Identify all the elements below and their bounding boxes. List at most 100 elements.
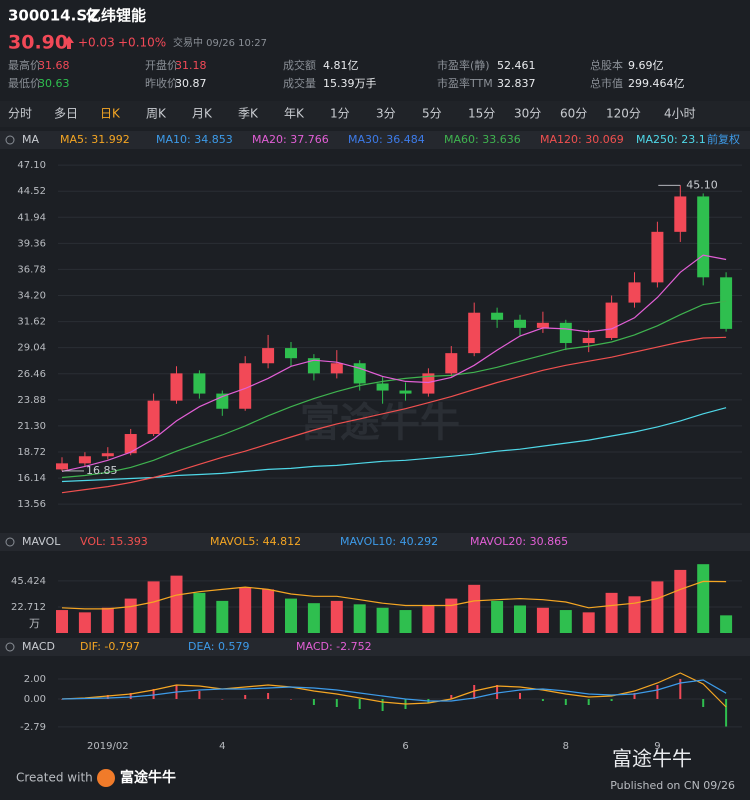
x-tick-label: 4 <box>219 741 225 752</box>
volume-bar <box>605 592 618 633</box>
extreme-label: 16.85 <box>86 464 118 477</box>
volume-bar <box>376 607 389 633</box>
indicator-line <box>61 254 727 472</box>
macd-bar <box>198 691 201 699</box>
y-tick-label: 31.62 <box>17 317 46 328</box>
candle-body <box>124 434 137 454</box>
indicator-line <box>61 300 727 479</box>
candle-body <box>330 363 343 374</box>
candle-body <box>674 196 687 232</box>
legend-entry: MAVOL20: 30.865 <box>470 535 568 548</box>
period-tab[interactable]: 多日 <box>54 107 78 121</box>
y-tick-label: 36.78 <box>17 264 46 275</box>
volume-bar <box>262 589 275 633</box>
period-tab[interactable]: 分时 <box>8 107 32 121</box>
period-tab[interactable]: 4小时 <box>664 107 696 121</box>
period-tab[interactable]: 3分 <box>376 107 396 121</box>
y-tick-label: 18.72 <box>17 447 46 458</box>
volume-bar <box>330 600 343 633</box>
period-tab[interactable]: 120分 <box>606 107 641 121</box>
y-tick-label: 26.46 <box>17 369 46 380</box>
candle-body <box>651 231 664 283</box>
volume-bar <box>720 615 733 633</box>
candle-body <box>445 353 458 374</box>
period-tab[interactable]: 30分 <box>514 107 541 121</box>
period-tab[interactable]: 年K <box>284 107 305 121</box>
macd-bar <box>244 695 247 699</box>
macd-bar <box>679 679 682 699</box>
period-tab[interactable]: 60分 <box>560 107 587 121</box>
volume-bar <box>422 605 435 633</box>
y-tick-label: -2.79 <box>20 722 46 733</box>
section-header <box>0 638 750 656</box>
volume-bar <box>514 605 526 633</box>
change-pct: +0.10% <box>118 36 166 50</box>
stat-label: 总市值 <box>590 76 623 90</box>
legend-entry: MA60: 33.636 <box>444 133 521 146</box>
period-tab[interactable]: 5分 <box>422 107 442 121</box>
volume-bar <box>536 607 549 633</box>
adjust-toggle[interactable]: 前复权 <box>707 132 740 146</box>
macd-bar <box>564 699 567 705</box>
legend-entry: MA120: 30.069 <box>540 133 624 146</box>
x-tick-label: 2019/02 <box>87 741 129 752</box>
candle-body <box>422 373 435 394</box>
period-tab[interactable]: 15分 <box>468 107 495 121</box>
macd-bar <box>610 699 613 701</box>
macd-bar <box>633 693 636 699</box>
stat-value: 30.87 <box>175 77 207 90</box>
macd-bar <box>381 699 384 711</box>
candle-body <box>514 319 526 328</box>
section-title: MACD <box>22 640 55 653</box>
candle-body <box>78 456 91 464</box>
period-tab[interactable]: 季K <box>238 107 259 121</box>
volume-bar <box>56 610 68 633</box>
period-tab[interactable]: 月K <box>192 107 213 121</box>
watermark: 富途牛牛 <box>300 400 460 446</box>
volume-bar <box>697 564 710 633</box>
change: +0.03 <box>78 36 115 50</box>
stat-label: 昨收价 <box>145 76 178 90</box>
stat-value: 299.464亿 <box>628 77 685 90</box>
candle-body <box>56 463 68 470</box>
volume-bar <box>239 587 252 633</box>
macd-bar <box>267 693 270 699</box>
macd-bar <box>656 685 659 699</box>
y-tick-label: 13.56 <box>17 499 46 510</box>
legend-entry: MA10: 34.853 <box>156 133 233 146</box>
macd-bar <box>725 699 728 727</box>
legend-entry: DIF: -0.797 <box>80 640 140 653</box>
stat-label: 开盘价 <box>145 58 178 72</box>
candle-body <box>101 453 114 457</box>
symbol: 300014.SZ <box>8 7 98 25</box>
volume-bar <box>285 598 297 633</box>
brand: 富途牛牛 <box>120 769 176 786</box>
volume-bar <box>628 596 641 633</box>
legend-entry: MAVOL5: 44.812 <box>210 535 301 548</box>
stat-label: 市盈率(静) <box>437 58 490 72</box>
candle-body <box>307 358 320 374</box>
created-with: Created with <box>16 771 93 785</box>
volume-bar <box>674 569 687 633</box>
y-tick-label: 41.94 <box>17 212 46 223</box>
period-tab[interactable]: 日K <box>100 107 121 121</box>
period-tab[interactable]: 1分 <box>330 107 350 121</box>
tab-bar <box>0 101 750 127</box>
y-tick-label: 29.04 <box>17 343 46 354</box>
candle-body <box>239 363 252 409</box>
period-tab[interactable]: 周K <box>146 107 167 121</box>
volume-bar <box>193 592 206 633</box>
stat-label: 最低价 <box>8 77 41 90</box>
section-icon <box>5 642 15 652</box>
stat-label: 总股本 <box>590 58 623 72</box>
macd-bar <box>473 685 476 699</box>
macd-bar <box>519 693 521 699</box>
macd-bar <box>61 699 63 700</box>
macd-bar <box>335 699 338 707</box>
y-tick-label: 45.424 <box>11 576 46 587</box>
y-tick-label: 44.52 <box>17 186 46 197</box>
indicator-line <box>61 679 727 702</box>
legend-entry: MA30: 36.484 <box>348 133 425 146</box>
stat-value: 31.18 <box>175 59 207 72</box>
